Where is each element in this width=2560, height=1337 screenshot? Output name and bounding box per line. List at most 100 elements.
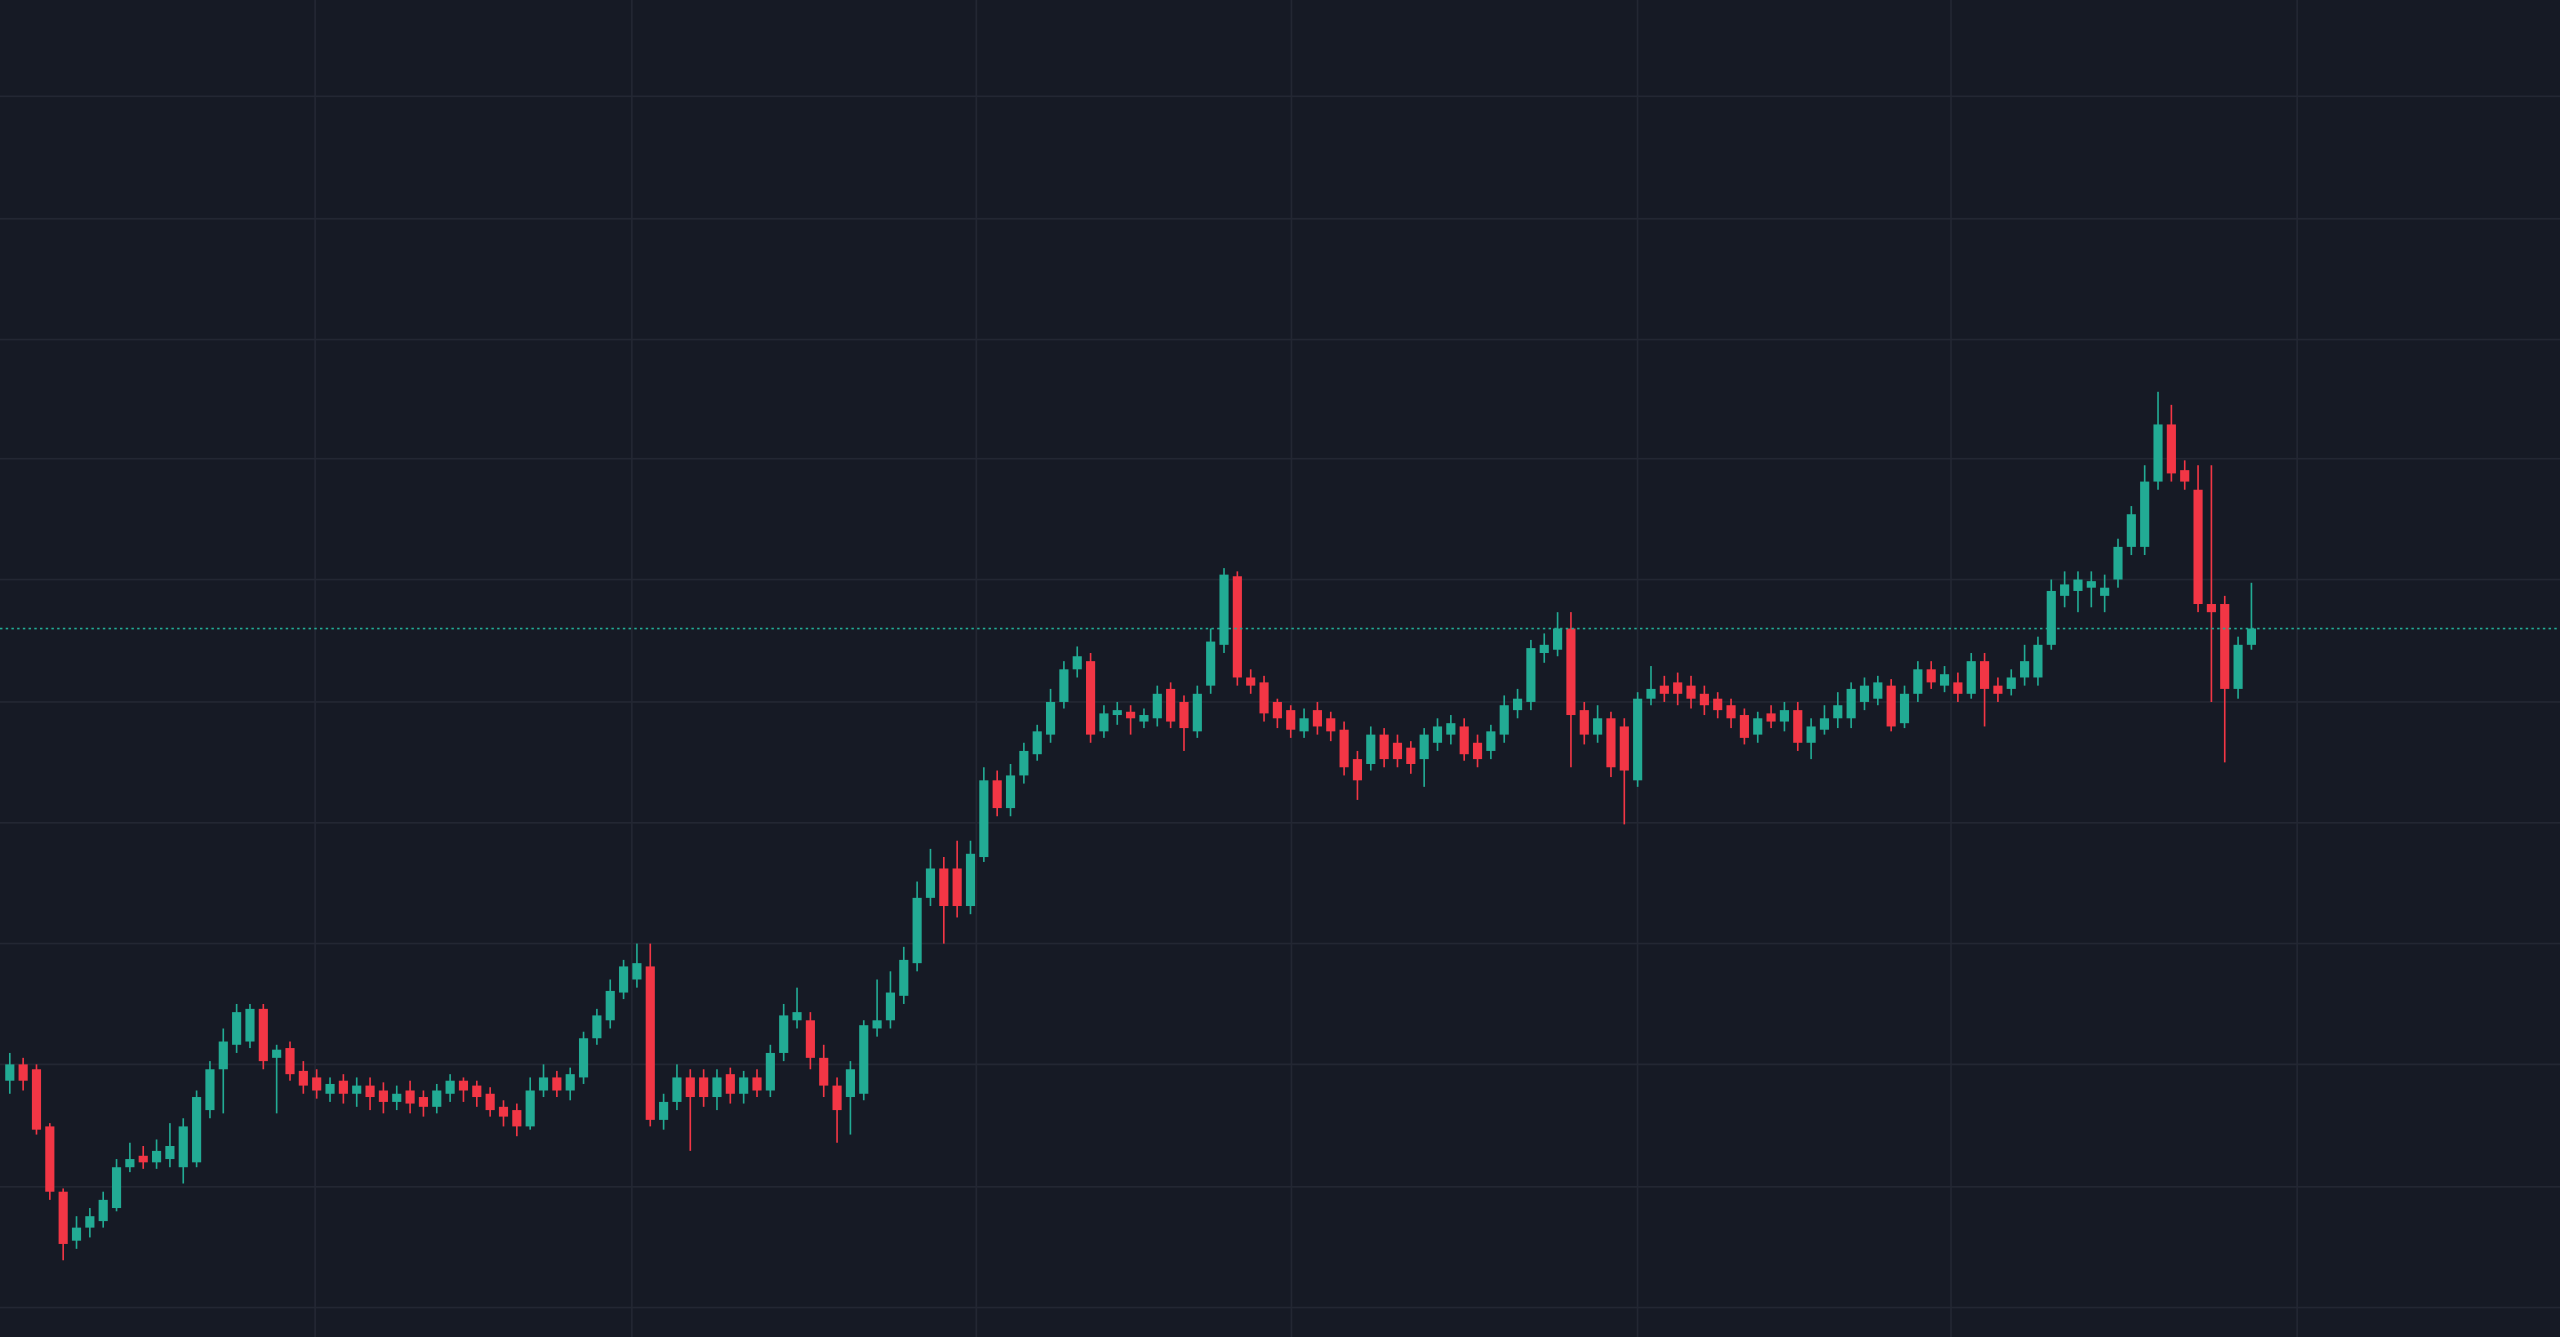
candle-body [1379,734,1389,760]
candle-body [1152,693,1162,719]
candle-body [1553,628,1563,650]
candle-body [2100,587,2110,596]
candle-body [1673,682,1683,694]
candle-body [1446,723,1456,735]
candle-body [1926,669,1936,683]
candle-body [1419,734,1429,760]
candle-body [165,1146,175,1160]
candle-body [1793,710,1803,743]
candle-body [1072,656,1082,670]
candle-body [71,1227,82,1241]
candle-body [45,1126,55,1192]
candle-body [1299,718,1309,732]
candle-body [1232,576,1242,678]
candle-body [872,1020,882,1029]
candle-body [1206,641,1216,686]
candle-body [125,1159,135,1168]
candle-body [699,1077,709,1098]
candle-body [312,1077,322,1091]
candle-body [1939,674,1950,686]
candle-body [2233,644,2243,689]
candle-body [378,1090,388,1102]
candle-body [458,1080,469,1091]
candle-body [111,1167,122,1209]
candle-body [725,1074,735,1094]
candle-body [1593,718,1603,735]
candle-body [192,1097,202,1163]
candle-body [1512,698,1523,711]
candle-body [1953,682,1963,694]
candle-body [1859,685,1870,702]
candle-body [739,1077,749,1094]
candle-body [1753,718,1763,735]
candle-body [1846,688,1856,719]
candle-body [1566,628,1576,716]
candle-body [752,1077,762,1091]
candle-body [2073,579,2083,591]
candle-body [1005,775,1016,809]
candle-body [1726,705,1736,719]
candle-body [151,1150,162,1163]
candle-body [2153,424,2163,482]
candle-body [1339,729,1349,768]
candle-body [1739,715,1749,738]
candle-body [1126,711,1136,719]
candle-body [245,1008,255,1042]
candle-body [338,1080,348,1094]
candle-body [2060,584,2070,596]
candle-body [805,1020,815,1058]
candle-body [1819,718,1830,730]
candle-body [645,966,655,1120]
candle-body [659,1101,669,1120]
candle-body [992,780,1002,809]
candle-body [58,1191,68,1244]
candle-body [272,1049,282,1058]
candle-body [779,1015,789,1053]
candle-body [552,1077,562,1091]
candle-body [2046,590,2056,645]
candle-body [1833,705,1843,719]
candle-body [1219,574,1229,645]
candle-body [2113,546,2123,580]
candle-body [258,1008,268,1062]
candle-body [445,1080,455,1094]
candle-body [2166,424,2176,474]
candle-body [845,1069,855,1098]
candle-body [1499,705,1509,735]
candle-body [1032,731,1042,755]
candle-body [512,1110,522,1127]
candle-body [1766,713,1776,722]
candle-body [1993,685,2003,694]
candle-body [1979,661,1990,689]
candle-body [1913,669,1923,694]
candle-body [859,1025,869,1094]
candle-body [1112,710,1122,716]
candle-body [592,1015,602,1039]
candle-body [325,1083,335,1094]
candle-body [632,963,642,980]
vertical-grid [314,0,2298,1337]
candle-body [538,1077,549,1091]
candle-body [1633,698,1643,781]
candle-body [1659,685,1669,694]
candle-body [85,1216,95,1228]
candle-body [18,1064,28,1081]
candle-body [98,1199,108,1222]
candle-body [1045,701,1056,735]
candle-body [885,992,896,1021]
candle-body [1366,734,1376,764]
candle-body [1392,742,1403,760]
candle-body [979,780,989,858]
candle-body [418,1097,429,1107]
candle-body [392,1093,402,1102]
candle-body [298,1070,308,1086]
candle-body [218,1041,228,1070]
candle-body [1472,742,1483,760]
candle-body [2180,470,2190,482]
candle-body [31,1069,42,1130]
candle-body [2206,604,2216,613]
candle-body [2126,514,2136,547]
candle-body [1699,693,1709,706]
candle-body [1192,693,1202,732]
candle-body [1272,701,1282,719]
